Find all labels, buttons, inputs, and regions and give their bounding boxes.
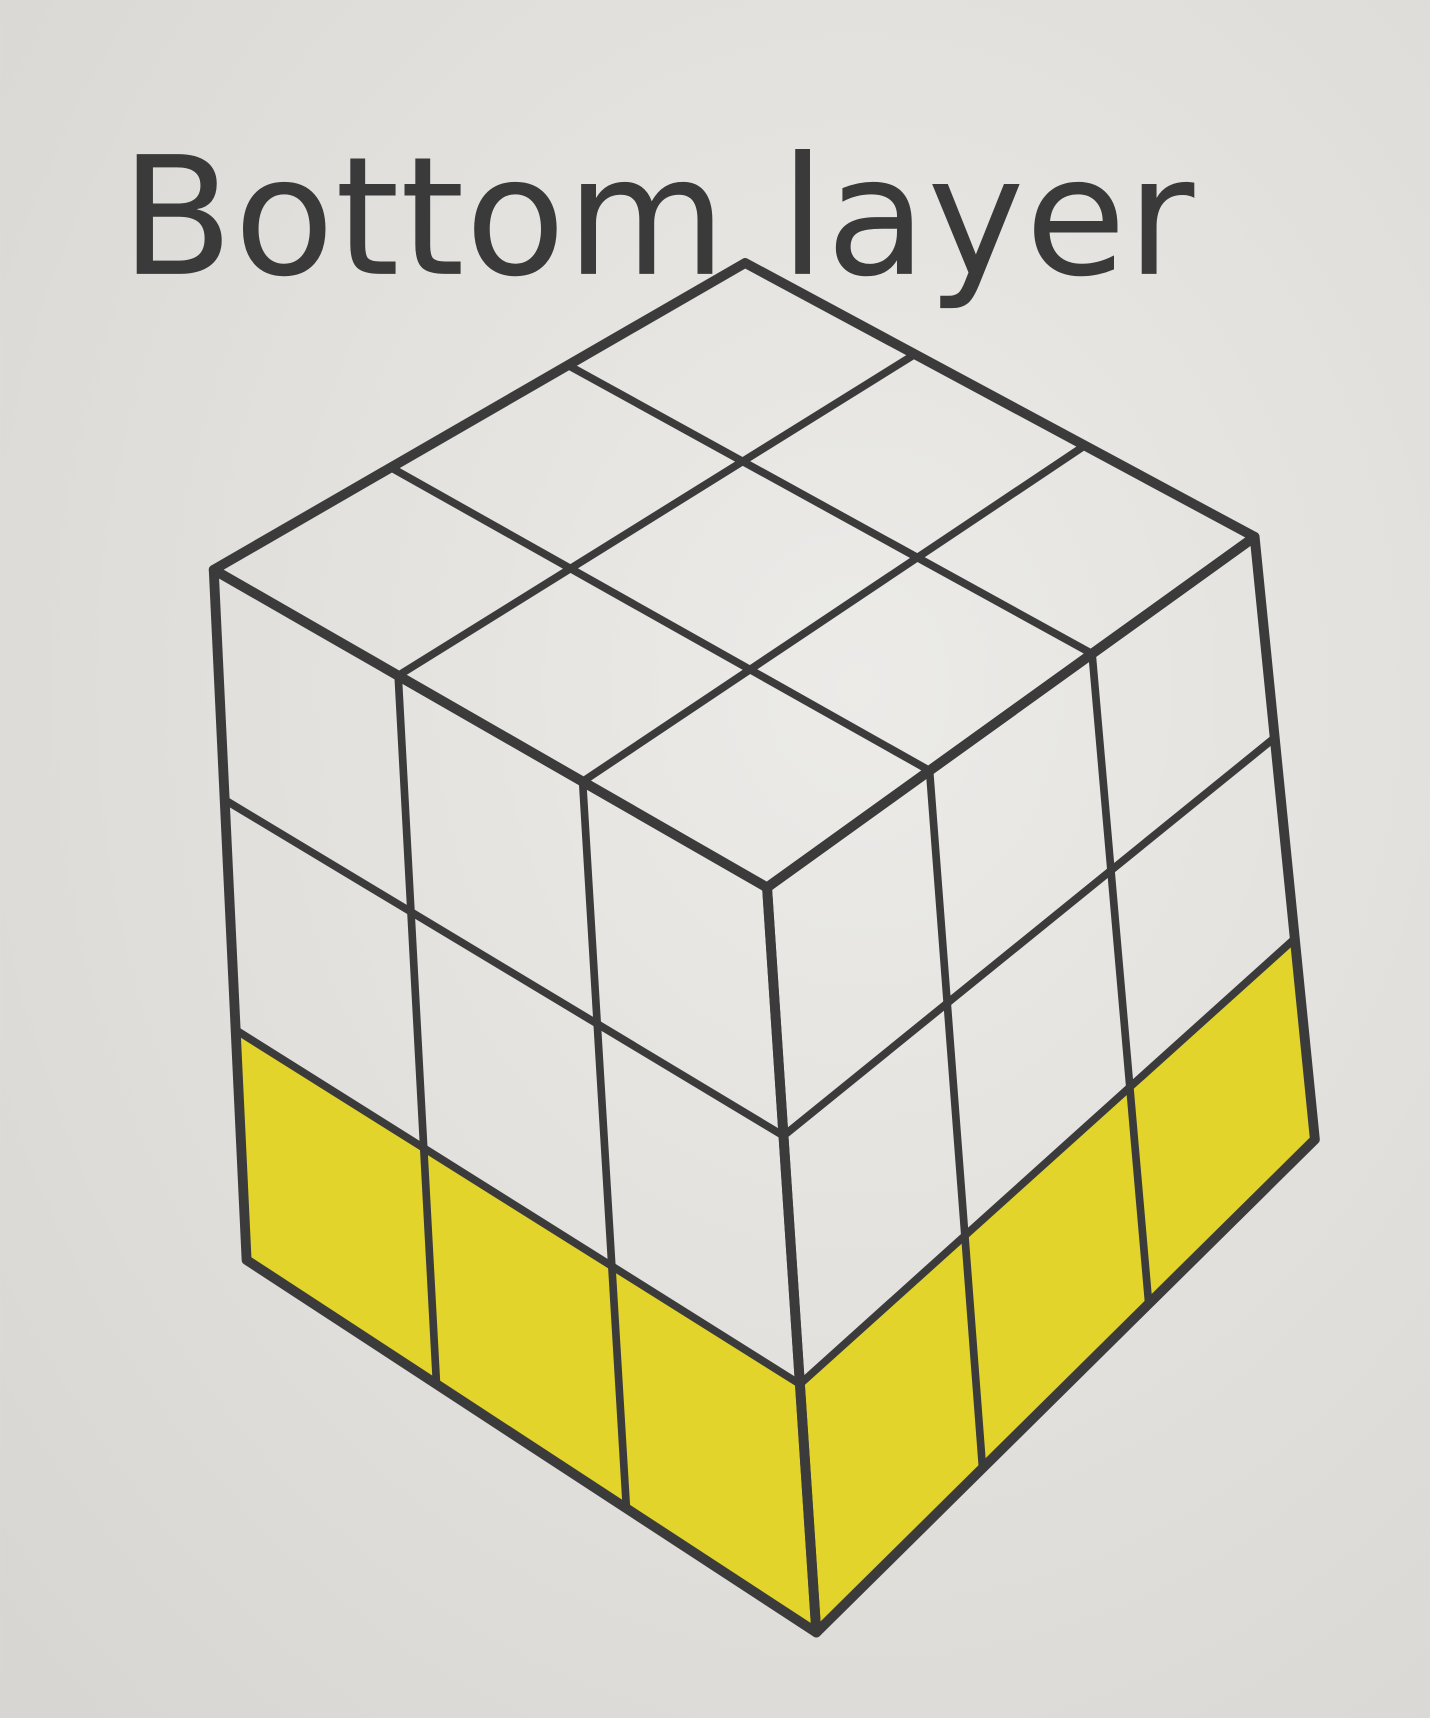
- grid-line: [220, 795, 788, 1140]
- cube: [208, 258, 1320, 1638]
- grid-line: [578, 441, 1089, 786]
- cube-edge: [208, 258, 1260, 893]
- grid-line: [1088, 649, 1153, 1308]
- grid-line: [796, 934, 1299, 1389]
- grid-line: [925, 766, 987, 1473]
- grid-line: [394, 671, 441, 1389]
- yellow-stickers: [799, 938, 1315, 1633]
- grid-line: [231, 1026, 804, 1389]
- grid-line: [387, 463, 934, 775]
- title: Bottom layer: [121, 121, 1195, 313]
- grid-line: [564, 361, 1096, 658]
- grid-line: [394, 350, 919, 680]
- grid-line: [578, 777, 631, 1513]
- grid-line: [779, 733, 1279, 1140]
- yellow-stickers: [235, 1029, 817, 1633]
